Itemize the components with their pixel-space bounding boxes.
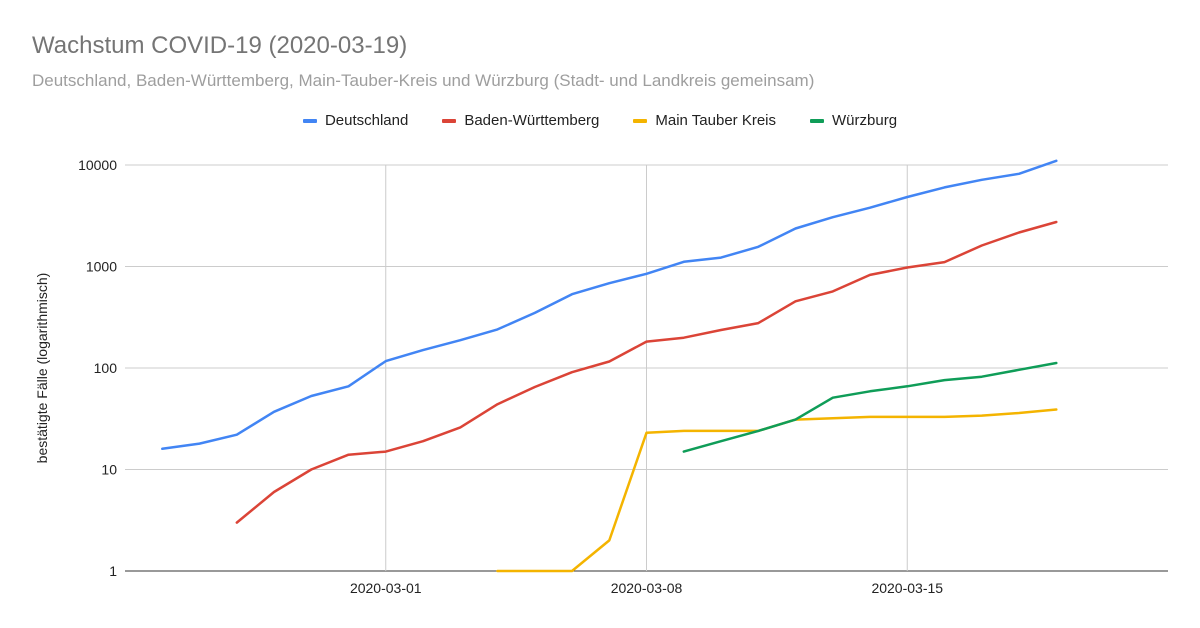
y-axis-title: bestätigte Fälle (logarithmisch) xyxy=(34,273,50,464)
series-line-wuerzburg[interactable] xyxy=(682,361,1058,453)
legend-label-main-tauber-kreis: Main Tauber Kreis xyxy=(655,112,777,129)
legend-swatch-baden-wuerttemberg xyxy=(442,118,457,123)
legend-label-baden-wuerttemberg: Baden-Württemberg xyxy=(464,112,600,129)
series-line-main-tauber-kreis[interactable] xyxy=(496,408,1058,573)
y-tick-label: 100 xyxy=(94,360,118,376)
legend-item-deutschland[interactable]: Deutschland xyxy=(302,112,409,129)
legend-label-wuerzburg: Würzburg xyxy=(832,112,898,129)
legend-label-deutschland: Deutschland xyxy=(324,112,409,129)
legend-swatch-deutschland xyxy=(302,118,317,123)
legend: Deutschland Baden-Württemberg Main Taube… xyxy=(0,112,1200,129)
legend-item-baden-wuerttemberg[interactable]: Baden-Württemberg xyxy=(442,112,599,129)
y-tick-label: 1 xyxy=(109,563,117,579)
x-tick-label: 2020-03-01 xyxy=(350,580,422,596)
series-line-baden-wuerttemberg[interactable] xyxy=(235,220,1058,524)
legend-swatch-wuerzburg xyxy=(810,118,825,123)
y-tick-label: 10000 xyxy=(78,157,117,173)
chart-title: Wachstum COVID-19 (2020-03-19) xyxy=(32,32,408,59)
legend-swatch-main-tauber-kreis xyxy=(633,118,648,123)
y-tick-label: 10 xyxy=(101,462,117,478)
legend-item-main-tauber-kreis[interactable]: Main Tauber Kreis xyxy=(633,112,776,129)
y-tick-label: 1000 xyxy=(86,259,117,275)
series-line-deutschland[interactable] xyxy=(161,159,1058,451)
x-tick-label: 2020-03-15 xyxy=(871,580,943,596)
x-tick-label: 2020-03-08 xyxy=(611,580,683,596)
chart-subtitle: Deutschland, Baden-Württemberg, Main-Tau… xyxy=(32,71,815,90)
legend-item-wuerzburg[interactable]: Würzburg xyxy=(810,112,897,129)
